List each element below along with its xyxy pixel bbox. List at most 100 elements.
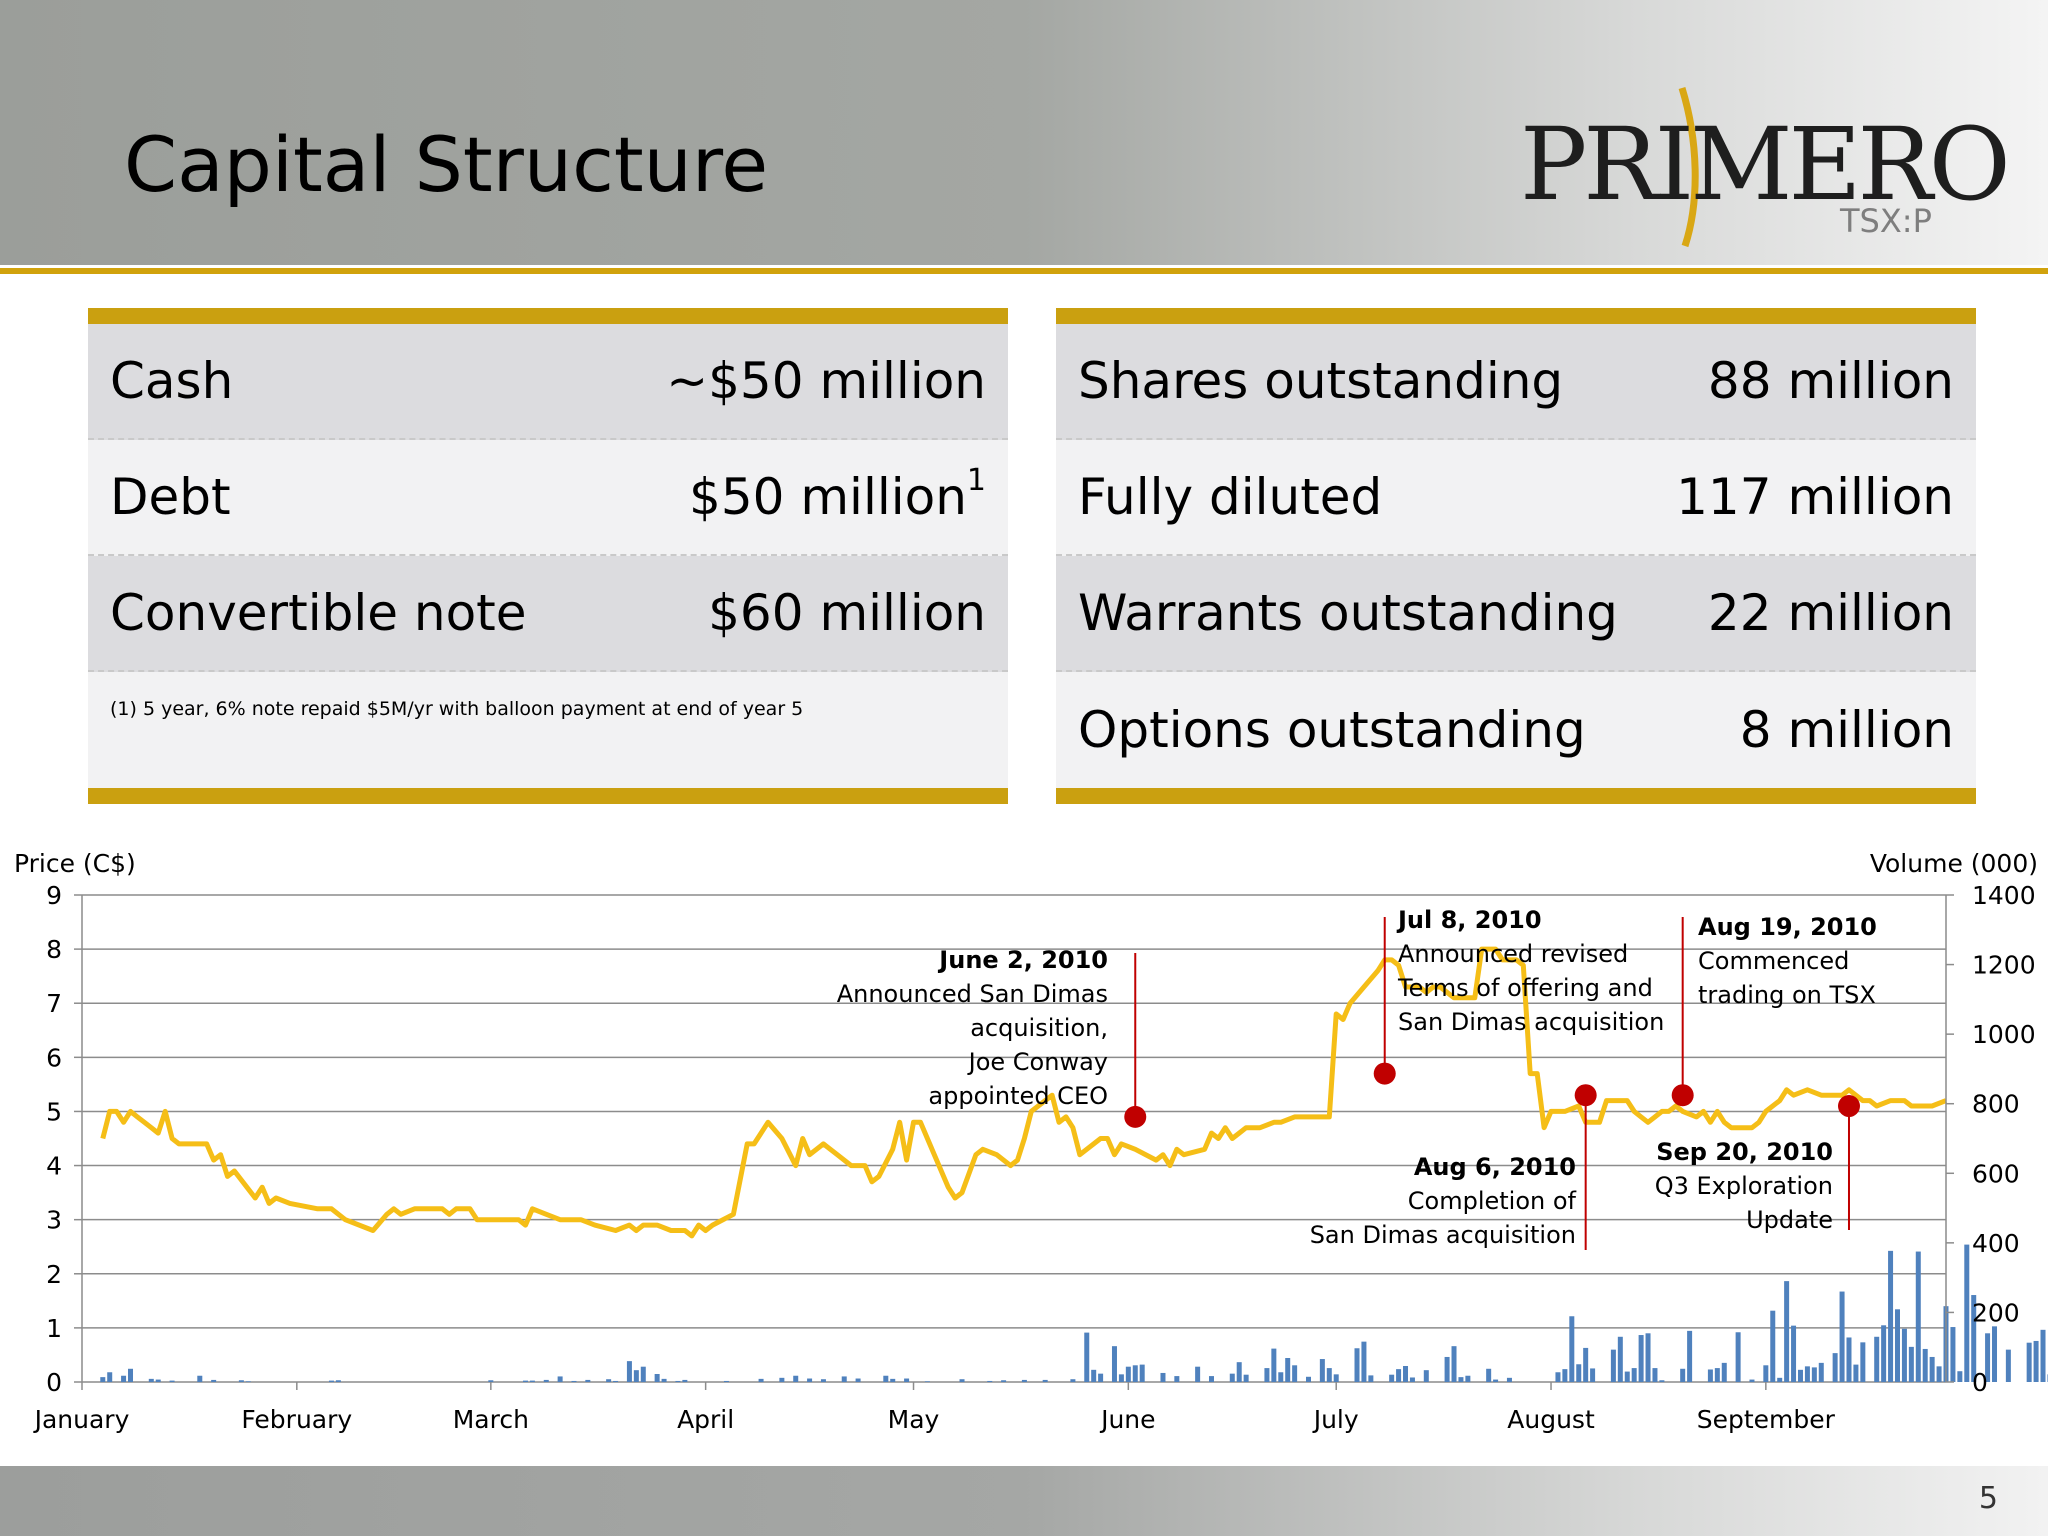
volume-bar — [1894, 1309, 1900, 1382]
volume-bar — [1271, 1348, 1277, 1382]
annotation-date: Jul 8, 2010 — [1396, 906, 1542, 934]
volume-bar — [1652, 1368, 1658, 1382]
volume-bar — [1160, 1372, 1166, 1382]
volume-bar — [1555, 1372, 1561, 1382]
volume-bar — [1285, 1357, 1291, 1382]
logo-wordmark: PRIMERO — [1520, 106, 2011, 223]
row-value: ~$50 million — [666, 352, 986, 410]
header-gold-rule — [0, 268, 2048, 274]
y-tick-label: 9 — [46, 881, 62, 910]
volume-bar — [1985, 1333, 1991, 1382]
volume-bar — [904, 1378, 910, 1382]
volume-bar — [1624, 1371, 1630, 1382]
row-value: $60 million — [708, 584, 986, 642]
volume-bar — [1922, 1348, 1928, 1382]
volume-bar — [1319, 1359, 1325, 1382]
volume-bar — [245, 1381, 251, 1382]
volume-bar — [1832, 1353, 1838, 1382]
table-row-fully-diluted: Fully diluted 117 million — [1056, 440, 1976, 556]
volume-bar — [1458, 1377, 1464, 1382]
x-tick-label: May — [888, 1405, 940, 1434]
event-marker — [1671, 1084, 1694, 1107]
y-tick-label: 4 — [46, 1152, 62, 1181]
volume-bar — [1243, 1374, 1249, 1382]
volume-bar — [1042, 1379, 1048, 1382]
x-tick-label: April — [677, 1405, 734, 1434]
y2-tick-label: 1000 — [1972, 1020, 2036, 1049]
volume-bar — [1403, 1365, 1409, 1382]
row-label: Debt — [110, 468, 231, 526]
volume-bar — [654, 1373, 660, 1382]
volume-bar — [211, 1379, 217, 1382]
volume-bar — [1714, 1368, 1720, 1382]
volume-bar — [1784, 1281, 1790, 1382]
y2-tick-label: 800 — [1972, 1090, 2020, 1119]
volume-bar — [1874, 1336, 1880, 1382]
volume-bar — [1749, 1379, 1755, 1382]
x-tick-label: January — [33, 1405, 130, 1434]
volume-bar — [1326, 1368, 1332, 1382]
volume-bar — [1111, 1346, 1117, 1382]
volume-bar — [121, 1375, 127, 1382]
table-bottom-bar — [88, 788, 1008, 804]
volume-bar — [1992, 1326, 1998, 1382]
volume-bar — [238, 1380, 244, 1382]
volume-bar — [543, 1379, 549, 1382]
volume-bar — [1818, 1362, 1824, 1382]
volume-bar — [1396, 1369, 1402, 1382]
annotation-text: Announced San Dimas — [837, 980, 1108, 1008]
event-annotations: June 2, 2010 Announced San Dimas acquisiti… — [837, 906, 1877, 1250]
table-row-footnote: (1) 5 year, 6% note repaid $5M/yr with b… — [88, 672, 1008, 788]
volume-bar — [169, 1380, 175, 1382]
volume-bar — [1292, 1365, 1298, 1382]
row-value: 8 million — [1739, 701, 1954, 759]
volume-bar — [855, 1378, 861, 1382]
annotation-text: Announced revised — [1398, 940, 1628, 968]
volume-bar — [1964, 1244, 1970, 1382]
table-top-bar — [88, 308, 1008, 324]
volume-bar — [779, 1377, 785, 1382]
volume-bar — [1915, 1251, 1921, 1382]
volume-bar — [197, 1375, 203, 1382]
volume-bar — [1797, 1369, 1803, 1382]
y-tick-label: 5 — [46, 1097, 62, 1126]
volume-bar — [1680, 1368, 1686, 1382]
y2-tick-label: 1400 — [1972, 881, 2036, 910]
volume-bar — [1305, 1376, 1311, 1382]
volume-bar — [1804, 1366, 1810, 1382]
volume-bar — [1236, 1362, 1242, 1382]
volume-bar — [1451, 1346, 1457, 1382]
volume-bar — [1139, 1364, 1145, 1382]
volume-bar — [1125, 1366, 1131, 1382]
volume-bar — [529, 1380, 535, 1382]
volume-bar — [1957, 1371, 1963, 1382]
footer-banner — [0, 1466, 2048, 1536]
volume-bar — [1638, 1335, 1644, 1382]
y-tick-label: 1 — [46, 1314, 62, 1343]
volume-bar — [1839, 1291, 1845, 1382]
volume-bar — [1770, 1310, 1776, 1382]
volume-bar — [1576, 1364, 1582, 1382]
volume-bar — [661, 1378, 667, 1382]
volume-bar — [1583, 1347, 1589, 1382]
row-label: Convertible note — [110, 584, 527, 642]
event-marker — [1837, 1095, 1860, 1118]
volume-bar — [557, 1376, 563, 1382]
volume-bar — [820, 1379, 826, 1382]
volume-bar — [1389, 1374, 1395, 1382]
volume-bar — [626, 1361, 632, 1382]
annotation-text: Terms of offering and — [1397, 974, 1653, 1002]
volume-bar — [1368, 1375, 1374, 1382]
volume-bar — [633, 1370, 639, 1382]
row-value: 117 million — [1676, 468, 1954, 526]
volume-bar — [1493, 1379, 1499, 1382]
volume-bar — [793, 1375, 799, 1382]
volume-bar — [1617, 1336, 1623, 1382]
volume-bar — [883, 1375, 889, 1382]
price-volume-chart: June 2, 2010 Announced San Dimas acquisiti… — [14, 849, 2048, 1434]
volume-bar — [585, 1379, 591, 1382]
volume-bars — [100, 1244, 2048, 1382]
x-tick-label: February — [241, 1405, 352, 1434]
volume-bar — [807, 1378, 813, 1382]
volume-bar — [1707, 1369, 1713, 1382]
